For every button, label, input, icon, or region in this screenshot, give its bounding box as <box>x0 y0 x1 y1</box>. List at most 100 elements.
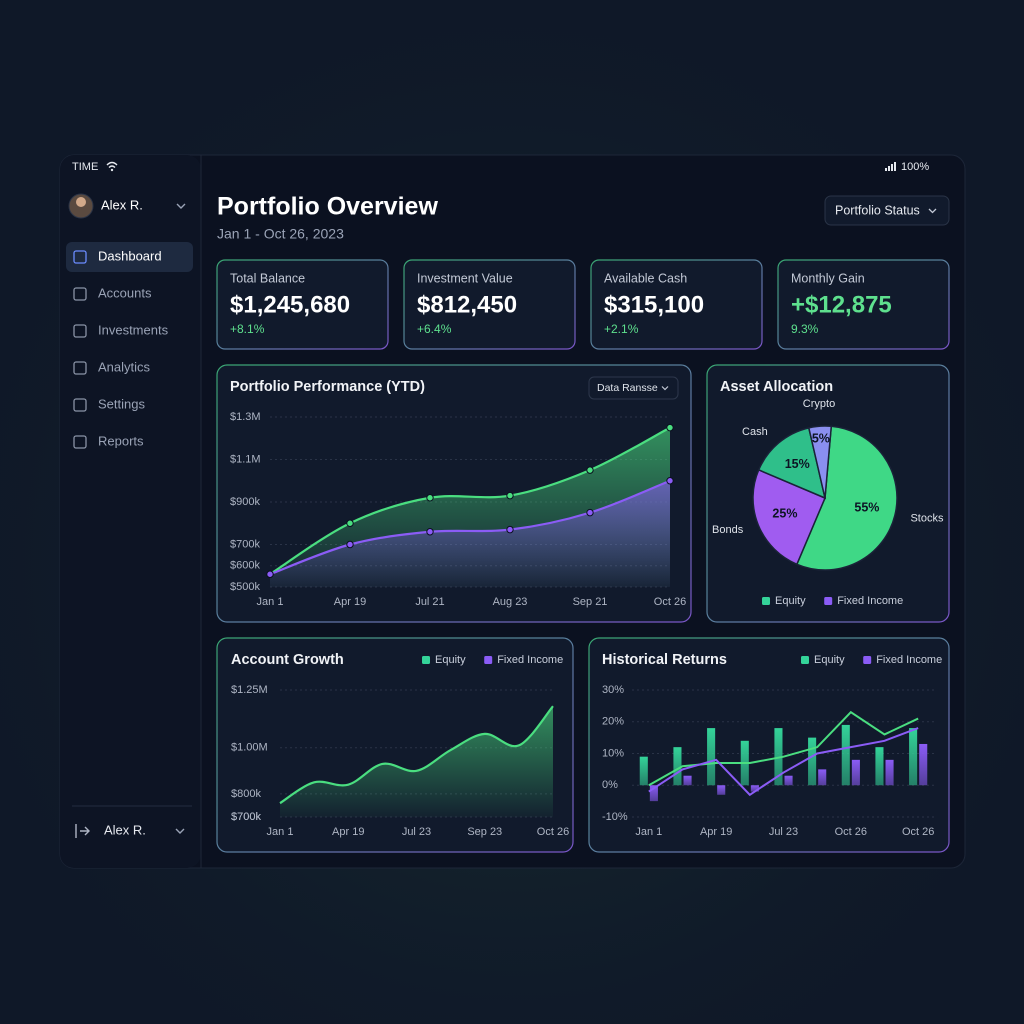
bar <box>683 775 692 786</box>
x-tick-label: Aug 23 <box>493 596 528 608</box>
kpi-change: 9.3% <box>791 322 819 336</box>
nav-icon[interactable] <box>73 287 87 301</box>
legend-swatch <box>863 656 872 664</box>
bar <box>750 785 759 792</box>
pie-category-label: Crypto <box>803 398 835 410</box>
legend-swatch <box>484 656 493 664</box>
chevron[interactable] <box>175 828 185 834</box>
x-tick-label: Jan 1 <box>257 596 284 608</box>
status-button[interactable] <box>824 195 950 226</box>
y-tick-label: $500k <box>230 581 260 593</box>
bar <box>919 743 928 786</box>
bar <box>885 759 894 786</box>
kpi-card <box>777 259 950 350</box>
nav-label[interactable]: Accounts <box>98 285 152 300</box>
chevron[interactable] <box>176 203 186 209</box>
legend-label: Equity <box>775 595 806 607</box>
legend-label: Equity <box>814 654 845 666</box>
nav-icon[interactable] <box>73 361 87 375</box>
chevron[interactable] <box>928 208 937 214</box>
point <box>426 494 434 502</box>
nav-icon[interactable] <box>73 435 87 449</box>
x-tick-label: Oct 26 <box>537 826 569 838</box>
bar <box>639 756 648 786</box>
y-tick-label: -10% <box>602 811 628 823</box>
y-tick-label: $1.3M <box>230 411 261 423</box>
kpi-value: $1,245,680 <box>230 291 350 318</box>
pie-slice <box>807 425 833 499</box>
range-selector[interactable] <box>588 376 679 400</box>
pie-slice <box>752 468 826 566</box>
pie-slice <box>795 425 898 571</box>
chart-title: Asset Allocation <box>720 379 833 395</box>
chart-title: Historical Returns <box>602 652 727 668</box>
bar <box>851 759 860 786</box>
point <box>586 508 594 517</box>
bar <box>875 747 884 786</box>
x-tick-label: Sep 23 <box>467 826 502 838</box>
line <box>648 727 919 797</box>
nav-icon[interactable] <box>73 324 87 338</box>
kpi-card <box>216 259 389 350</box>
point <box>266 570 274 578</box>
nav-icon[interactable] <box>73 250 87 264</box>
kpi-value: $315,100 <box>604 291 704 318</box>
status-battery: 100% <box>901 161 929 173</box>
x-tick-label: Jul 21 <box>415 596 444 608</box>
kpi-change: +6.4% <box>417 322 452 336</box>
legend-label: Fixed Income <box>837 595 903 607</box>
status-button-label[interactable]: Portfolio Status <box>835 203 920 217</box>
kpi-value: +$12,875 <box>791 291 892 318</box>
x-tick-label: Apr 19 <box>334 596 366 608</box>
page-title: Portfolio Overview <box>217 193 438 221</box>
nav-icon[interactable] <box>73 398 87 412</box>
nav-label[interactable]: Reports <box>98 433 144 448</box>
y-tick-label: $700k <box>230 538 260 550</box>
footer-user[interactable]: Alex R. <box>104 822 146 837</box>
y-tick-label: $1.25M <box>231 684 268 696</box>
point <box>586 466 594 474</box>
nav-label[interactable]: Investments <box>98 322 169 337</box>
bar <box>784 775 793 786</box>
y-tick-label: $900k <box>230 496 260 508</box>
x-tick-label: Oct 26 <box>902 826 934 838</box>
status-time: TIME <box>72 161 98 173</box>
area-line <box>279 705 554 805</box>
pie-value-label: 55% <box>854 501 879 515</box>
bar <box>707 728 716 786</box>
y-tick-label: 10% <box>602 747 624 759</box>
kpi-label: Available Cash <box>604 271 687 285</box>
pie-slice <box>757 426 827 500</box>
chevron[interactable] <box>661 386 669 391</box>
legend-swatch <box>422 656 430 664</box>
user-name[interactable]: Alex R. <box>101 197 143 212</box>
x-tick-label: Oct 26 <box>835 826 867 838</box>
x-tick-label: Jan 1 <box>635 826 662 838</box>
kpi-label: Monthly Gain <box>791 271 865 285</box>
bar <box>673 747 682 786</box>
pie-category-label: Stocks <box>910 513 944 525</box>
x-tick-label: Jul 23 <box>769 826 798 838</box>
x-tick-label: Apr 19 <box>700 826 732 838</box>
y-tick-label: $800k <box>231 788 261 800</box>
point <box>506 491 514 500</box>
pie-category-label: Cash <box>742 426 768 438</box>
point <box>346 540 354 549</box>
nav-label[interactable]: Analytics <box>98 359 151 374</box>
y-tick-label: $600k <box>230 560 260 572</box>
line <box>648 710 919 787</box>
nav-active-bg[interactable] <box>66 242 193 272</box>
kpi-change: +2.1% <box>604 322 639 336</box>
x-tick-label: Oct 26 <box>654 596 686 608</box>
legend-swatch <box>762 597 770 605</box>
kpi-value: $812,450 <box>417 291 517 318</box>
nav-label[interactable]: Dashboard <box>98 248 162 263</box>
legend-label: Fixed Income <box>497 654 563 666</box>
nav-label[interactable]: Settings <box>98 396 145 411</box>
kpi-label: Total Balance <box>230 271 305 285</box>
y-tick-label: $700k <box>231 811 261 823</box>
range-selector-label[interactable]: Data Ransse <box>597 382 658 394</box>
logout-icon[interactable] <box>75 824 90 838</box>
